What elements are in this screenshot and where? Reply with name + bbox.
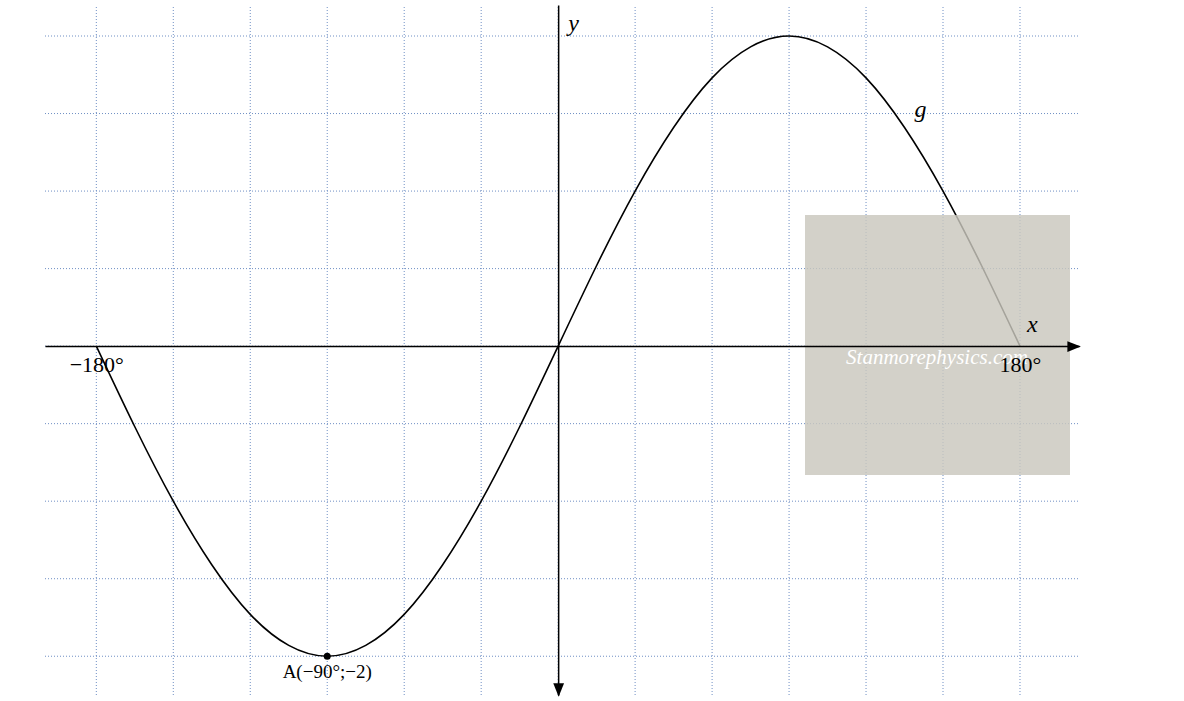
grid-line — [712, 5, 713, 695]
grid-line — [558, 5, 559, 695]
x-tick: 180° — [1000, 346, 1042, 377]
grid-line — [404, 5, 405, 695]
x-tick-label: −180° — [70, 352, 124, 377]
point-label: A(−90°;−2) — [283, 661, 372, 683]
grid — [45, 5, 1079, 695]
x-axis: −180° 180° — [46, 346, 1080, 377]
grid-line — [96, 5, 97, 695]
x-axis-line — [46, 346, 1080, 348]
grid-line — [45, 191, 1079, 192]
grid-line — [45, 578, 1079, 579]
x-tick-label: 180° — [1000, 352, 1042, 377]
series-label: g — [915, 96, 927, 122]
chart: Stanmorephysics.com−180°180°xygA(−90°;−2… — [0, 0, 1184, 701]
point — [324, 653, 331, 660]
grid-line — [327, 5, 328, 695]
y-axis-line — [558, 6, 560, 696]
y-axis — [558, 6, 559, 696]
grid-line — [45, 656, 1079, 657]
grid-line — [173, 5, 174, 695]
grid-line — [250, 5, 251, 695]
grid-line — [635, 5, 636, 695]
x-tick: −180° — [70, 346, 124, 377]
grid-line — [45, 36, 1079, 37]
grid-line — [481, 5, 482, 695]
grid-line — [45, 501, 1079, 502]
watermark-box — [805, 215, 1070, 475]
x-axis-title: x — [1026, 311, 1038, 337]
grid-line — [789, 5, 790, 695]
y-axis-title: y — [566, 10, 579, 36]
